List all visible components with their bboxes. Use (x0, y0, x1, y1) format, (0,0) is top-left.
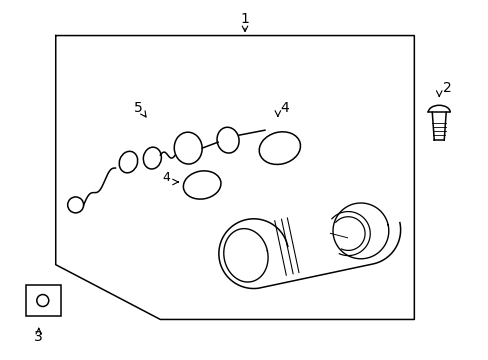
Text: 3: 3 (34, 330, 43, 345)
Text: 5: 5 (134, 101, 142, 115)
Text: 4: 4 (280, 101, 288, 115)
Text: 2: 2 (442, 81, 450, 95)
Text: 1: 1 (240, 12, 249, 26)
Text: 4: 4 (162, 171, 170, 184)
